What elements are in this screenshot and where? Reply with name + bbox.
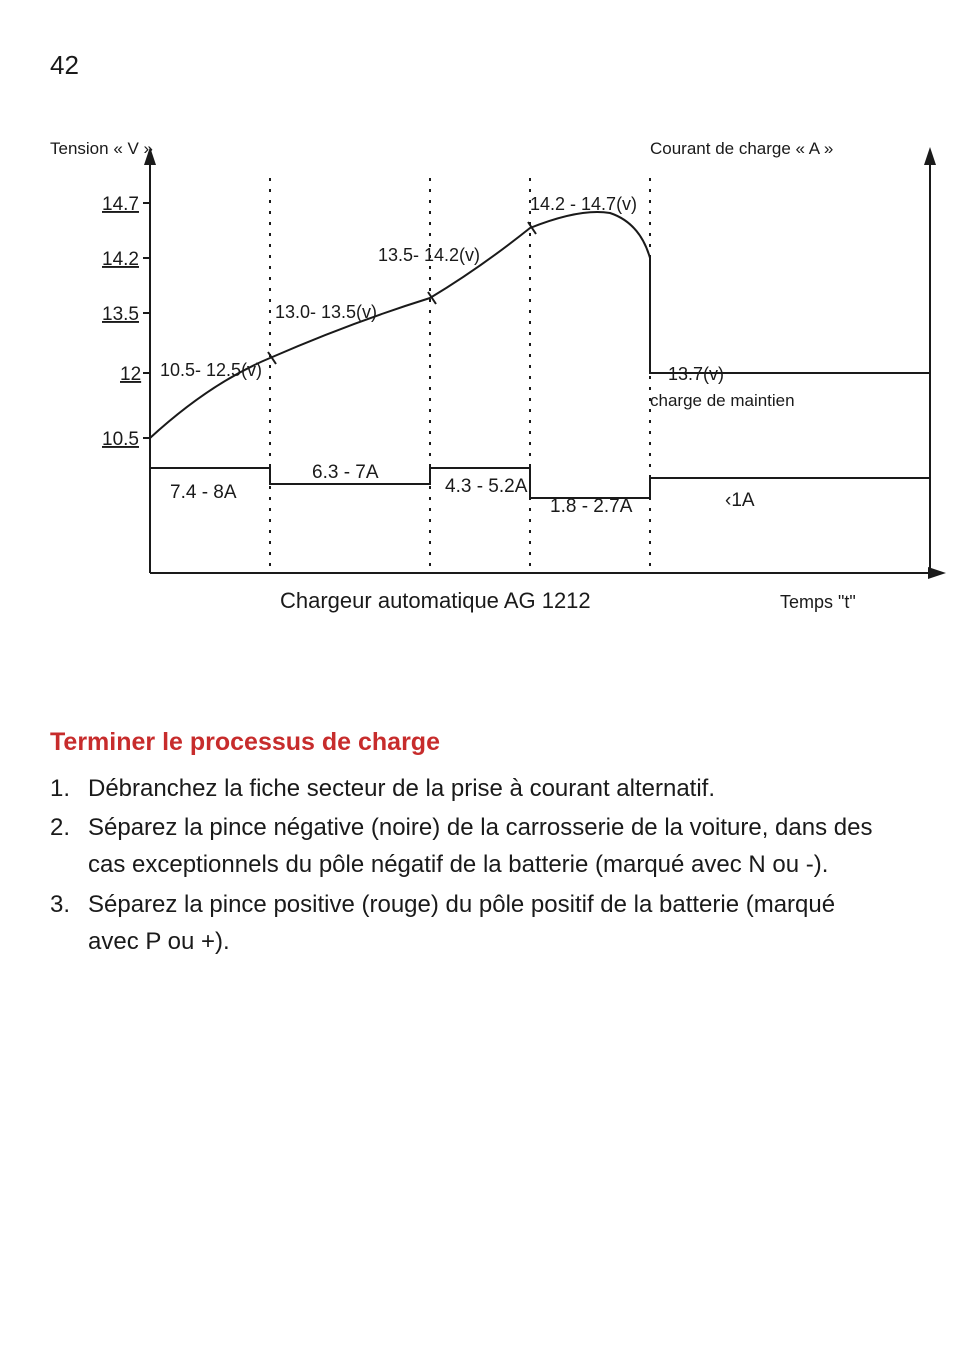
ytick: 14.7 (102, 194, 139, 215)
list-text: Débranchez la fiche secteur de la prise … (88, 770, 880, 807)
x-axis-label: Temps "t" (780, 592, 856, 612)
charging-chart: Tension « V » Courant de charge « A » 14… (50, 138, 950, 638)
maintain-voltage: 13.7(v) (668, 364, 724, 384)
ytick: 13.5 (102, 304, 139, 325)
maintain-text: charge de maintien (650, 391, 795, 410)
phase-label: 10.5- 12.5(v) (160, 360, 262, 380)
list-item: 1. Débranchez la fiche secteur de la pri… (50, 770, 880, 807)
list-item: 3. Séparez la pince positive (rouge) du … (50, 886, 880, 960)
phase-label: 14.2 - 14.7(v) (530, 194, 637, 214)
current-label: 7.4 - 8A (170, 482, 237, 503)
current-label: 4.3 - 5.2A (445, 476, 528, 497)
chart-title: Chargeur automatique AG 1212 (280, 588, 591, 613)
phase-label: 13.5- 14.2(v) (378, 245, 480, 265)
list-number: 1. (50, 770, 78, 807)
current-label: 6.3 - 7A (312, 462, 379, 483)
list-number: 3. (50, 886, 78, 960)
ytick: 14.2 (102, 249, 139, 270)
ytick: 12 (120, 364, 141, 385)
current-label: ‹1A (725, 490, 755, 511)
right-axis-label: Courant de charge « A » (650, 139, 833, 158)
phase-label: 13.0- 13.5(v) (275, 302, 377, 322)
current-label: 1.8 - 2.7A (550, 496, 633, 517)
voltage-curve (150, 212, 930, 438)
list-number: 2. (50, 809, 78, 883)
list-text: Séparez la pince négative (noire) de la … (88, 809, 880, 883)
section-heading: Terminer le processus de charge (50, 728, 440, 757)
left-axis-label: Tension « V » (50, 139, 153, 158)
list-text: Séparez la pince positive (rouge) du pôl… (88, 886, 880, 960)
page-number: 42 (50, 50, 79, 81)
current-step-line (150, 468, 930, 498)
list-item: 2. Séparez la pince négative (noire) de … (50, 809, 880, 883)
ytick: 10.5 (102, 429, 139, 450)
instruction-list: 1. Débranchez la fiche secteur de la pri… (50, 770, 880, 962)
